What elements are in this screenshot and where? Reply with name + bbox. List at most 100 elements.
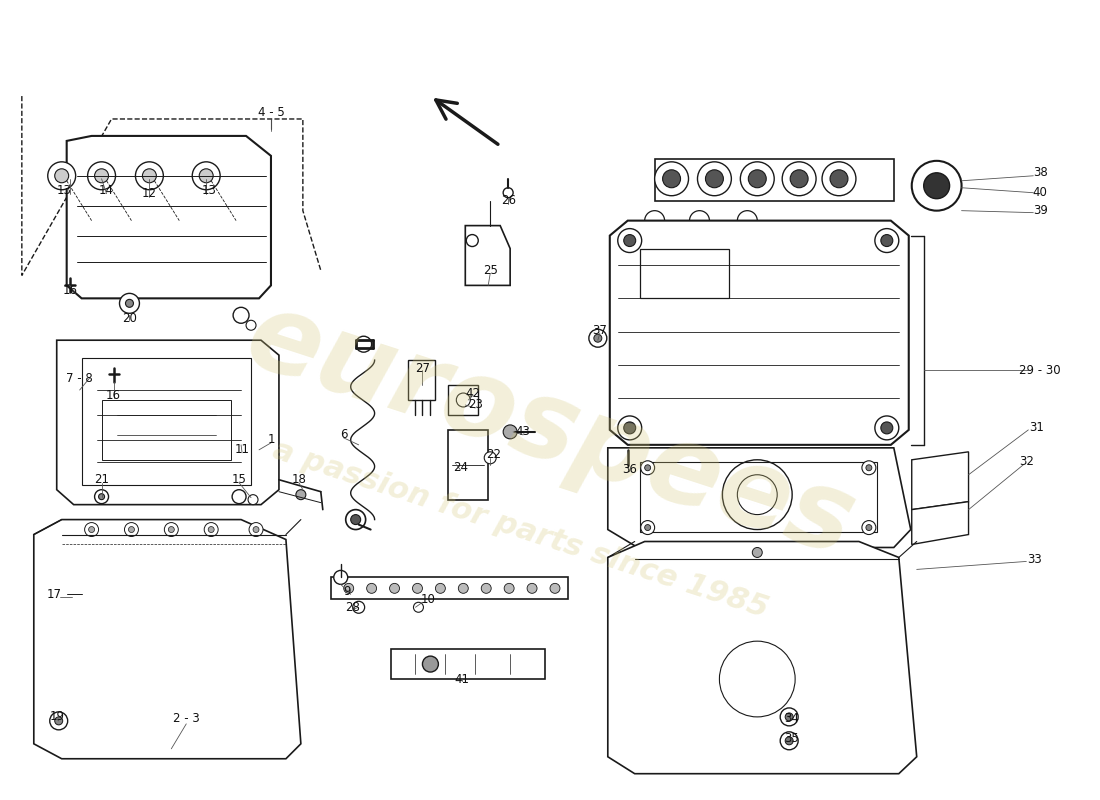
Text: 18: 18 bbox=[292, 474, 306, 486]
Text: 6: 6 bbox=[340, 428, 348, 442]
Text: 15: 15 bbox=[232, 474, 246, 486]
Text: 13: 13 bbox=[56, 184, 72, 198]
Text: 13: 13 bbox=[201, 184, 217, 198]
Circle shape bbox=[785, 713, 793, 721]
Circle shape bbox=[654, 162, 689, 196]
Text: 35: 35 bbox=[784, 732, 799, 746]
Circle shape bbox=[192, 162, 220, 190]
Polygon shape bbox=[912, 502, 968, 545]
Text: 38: 38 bbox=[1033, 166, 1047, 179]
Text: 22: 22 bbox=[486, 448, 500, 462]
Text: a passion for parts since 1985: a passion for parts since 1985 bbox=[268, 435, 771, 623]
Circle shape bbox=[89, 526, 95, 533]
Text: 11: 11 bbox=[234, 443, 250, 456]
Text: 32: 32 bbox=[1019, 455, 1034, 468]
Polygon shape bbox=[57, 340, 279, 505]
Text: 37: 37 bbox=[593, 324, 607, 337]
Text: 17: 17 bbox=[46, 588, 62, 601]
Circle shape bbox=[527, 583, 537, 594]
Circle shape bbox=[55, 717, 63, 725]
Polygon shape bbox=[449, 430, 488, 500]
Circle shape bbox=[618, 229, 641, 253]
Polygon shape bbox=[912, 452, 968, 510]
Circle shape bbox=[504, 583, 514, 594]
Circle shape bbox=[249, 522, 263, 537]
Circle shape bbox=[199, 169, 213, 182]
Text: 21: 21 bbox=[95, 474, 109, 486]
Circle shape bbox=[822, 162, 856, 196]
Circle shape bbox=[164, 522, 178, 537]
Circle shape bbox=[785, 737, 793, 745]
Text: 28: 28 bbox=[345, 601, 360, 614]
Text: eurospees: eurospees bbox=[233, 282, 867, 578]
Circle shape bbox=[129, 526, 134, 533]
Polygon shape bbox=[408, 360, 436, 400]
Circle shape bbox=[55, 169, 68, 182]
Circle shape bbox=[752, 547, 762, 558]
Circle shape bbox=[422, 656, 439, 672]
Polygon shape bbox=[34, 519, 301, 758]
Circle shape bbox=[99, 494, 104, 500]
Circle shape bbox=[862, 461, 876, 474]
Circle shape bbox=[85, 522, 99, 537]
Circle shape bbox=[333, 570, 348, 584]
Circle shape bbox=[620, 461, 635, 474]
Circle shape bbox=[550, 583, 560, 594]
Circle shape bbox=[782, 162, 816, 196]
Text: 10: 10 bbox=[421, 593, 436, 606]
Circle shape bbox=[618, 416, 641, 440]
Text: 4 - 5: 4 - 5 bbox=[257, 106, 284, 119]
Text: 19: 19 bbox=[50, 710, 64, 723]
Text: 42: 42 bbox=[465, 386, 481, 399]
Text: 39: 39 bbox=[1033, 204, 1047, 217]
Circle shape bbox=[456, 393, 471, 407]
Circle shape bbox=[874, 416, 899, 440]
Polygon shape bbox=[608, 542, 916, 774]
Circle shape bbox=[414, 602, 424, 612]
Polygon shape bbox=[608, 448, 911, 547]
Text: 1: 1 bbox=[267, 434, 275, 446]
Text: 2 - 3: 2 - 3 bbox=[173, 712, 199, 726]
Circle shape bbox=[343, 583, 354, 594]
Text: 16: 16 bbox=[63, 284, 77, 297]
Circle shape bbox=[624, 422, 636, 434]
Polygon shape bbox=[67, 136, 271, 298]
Circle shape bbox=[353, 602, 364, 614]
Text: 24: 24 bbox=[453, 462, 468, 474]
Circle shape bbox=[88, 162, 116, 190]
Circle shape bbox=[95, 490, 109, 504]
Text: 29 - 30: 29 - 30 bbox=[1020, 364, 1062, 377]
Text: 43: 43 bbox=[516, 426, 530, 438]
Circle shape bbox=[466, 234, 478, 246]
Circle shape bbox=[624, 234, 636, 246]
Circle shape bbox=[412, 583, 422, 594]
Circle shape bbox=[640, 461, 654, 474]
Text: 20: 20 bbox=[122, 312, 136, 325]
Circle shape bbox=[345, 510, 365, 530]
Circle shape bbox=[95, 169, 109, 182]
Text: 26: 26 bbox=[500, 194, 516, 207]
Polygon shape bbox=[390, 649, 544, 679]
Circle shape bbox=[246, 320, 256, 330]
Circle shape bbox=[640, 521, 654, 534]
Circle shape bbox=[645, 465, 650, 470]
Circle shape bbox=[50, 712, 68, 730]
Circle shape bbox=[866, 525, 872, 530]
Text: 14: 14 bbox=[99, 184, 114, 198]
Circle shape bbox=[866, 465, 872, 470]
Circle shape bbox=[205, 522, 218, 537]
Circle shape bbox=[355, 336, 372, 352]
Circle shape bbox=[881, 234, 893, 246]
Circle shape bbox=[168, 526, 174, 533]
Circle shape bbox=[662, 170, 681, 188]
Circle shape bbox=[645, 525, 650, 530]
Circle shape bbox=[351, 514, 361, 525]
Circle shape bbox=[503, 188, 513, 198]
Text: 31: 31 bbox=[1028, 422, 1044, 434]
Circle shape bbox=[484, 452, 496, 464]
Text: 33: 33 bbox=[1027, 553, 1042, 566]
Text: 41: 41 bbox=[454, 673, 470, 686]
Circle shape bbox=[124, 522, 139, 537]
Polygon shape bbox=[654, 159, 894, 201]
Circle shape bbox=[481, 583, 492, 594]
